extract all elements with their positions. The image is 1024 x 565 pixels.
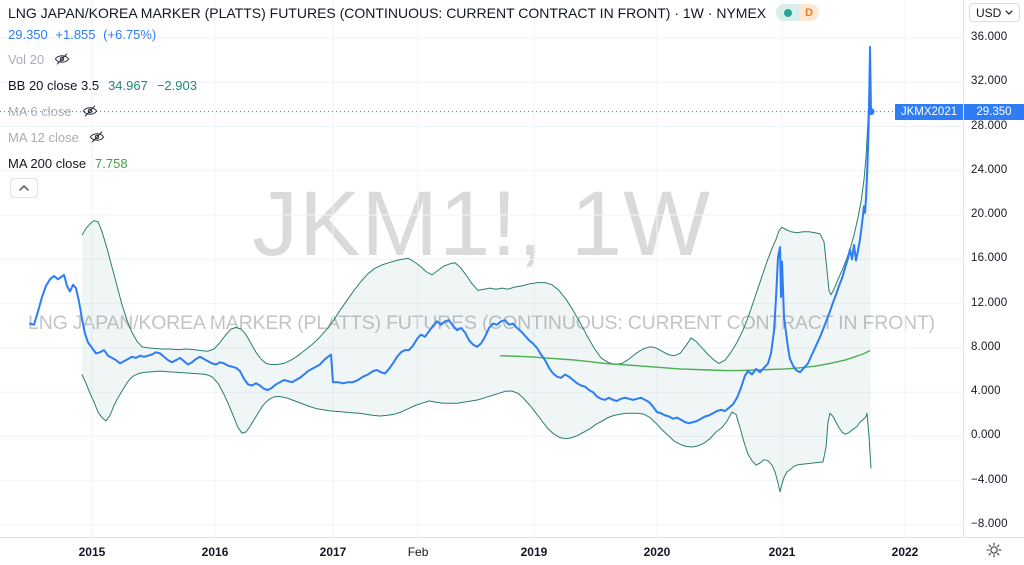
indicator-row[interactable]: BB 20 close 3.5 34.967 −2.903 (8, 72, 197, 98)
y-axis-label: 32.000 (971, 75, 1008, 88)
hidden-eye-icon[interactable] (82, 104, 98, 118)
price-change: +1.855 (55, 27, 96, 42)
chevron-up-icon (19, 185, 29, 191)
contract-label: JKMX2021 (895, 103, 963, 120)
indicator-value: 34.967 (108, 77, 148, 93)
collapse-legend-button[interactable] (10, 178, 38, 198)
hidden-eye-icon[interactable] (89, 130, 105, 144)
indicator-label: BB 20 close 3.5 (8, 77, 100, 93)
time-axis[interactable]: 2015 2016 2017 Feb 2019 2020 2021 2022 (0, 537, 1024, 565)
last-price-axis-label: 29.350 (964, 103, 1024, 120)
last-price-dot (867, 108, 875, 116)
realtime-dot-segment (776, 4, 800, 21)
y-axis-label: 0.000 (971, 429, 1001, 442)
y-axis-label: 20.000 (971, 208, 1008, 221)
y-axis-label: −8.000 (971, 517, 1008, 530)
chevron-down-icon (1005, 10, 1013, 15)
x-axis-label: 2019 (520, 545, 548, 559)
delayed-data-badge: D (799, 4, 820, 21)
symbol-title-text: LNG JAPAN/KOREA MARKER (PLATTS) FUTURES … (8, 4, 767, 21)
ma200-line (499, 349, 871, 372)
x-axis-label: 2020 (643, 545, 671, 559)
x-axis-label: 2015 (78, 545, 106, 559)
x-axis-label: 2017 (319, 545, 347, 559)
indicator-row[interactable]: MA 6 close (8, 98, 197, 124)
indicator-row[interactable]: MA 12 close (8, 124, 197, 150)
bollinger-band-fill (82, 49, 871, 492)
last-price-row: 29.350 +1.855 (+6.75%) (8, 27, 160, 42)
gear-icon (986, 542, 1002, 558)
y-axis-label: 28.000 (971, 119, 1008, 132)
currency-button[interactable]: USD (969, 3, 1021, 22)
y-axis-label: −4.000 (971, 473, 1008, 486)
last-price: 29.350 (8, 27, 48, 42)
indicator-label: MA 200 close (8, 155, 87, 171)
price-axis[interactable]: 36.000 32.000 28.000 24.000 20.000 16.000 12.0… (963, 0, 1024, 537)
gridlines (0, 0, 963, 537)
axis-settings-button[interactable] (985, 541, 1003, 559)
y-axis-label: 4.000 (971, 385, 1001, 398)
y-axis-label: 16.000 (971, 252, 1008, 265)
y-axis-label: 8.000 (971, 340, 1001, 353)
indicator-value: 7.758 (95, 155, 128, 171)
price-change-percent: (+6.75%) (103, 27, 157, 42)
y-axis-label: 12.000 (971, 296, 1008, 309)
y-axis-label: 36.000 (971, 31, 1008, 43)
realtime-dot-icon (783, 8, 792, 17)
currency-label: USD (976, 5, 1002, 20)
indicator-list: Vol 20 BB 20 close 3.5 34.967 −2.903 MA 6 c… (8, 46, 197, 176)
x-axis-label: Feb (407, 545, 429, 559)
market-status-badge[interactable]: D (776, 4, 820, 21)
indicator-value: −2.903 (156, 77, 197, 93)
hidden-eye-icon[interactable] (54, 52, 70, 66)
indicator-label: MA 12 close (8, 129, 79, 145)
indicator-label: MA 6 close (8, 103, 72, 119)
x-axis-label: 2022 (891, 545, 919, 559)
price-chart[interactable] (0, 0, 963, 537)
symbol-title[interactable]: LNG JAPAN/KOREA MARKER (PLATTS) FUTURES … (8, 4, 820, 21)
indicator-row[interactable]: MA 200 close 7.758 (8, 150, 197, 176)
y-axis-label: 24.000 (971, 163, 1008, 176)
bollinger-lower-line (81, 370, 872, 493)
x-axis-label: 2021 (768, 545, 796, 559)
indicator-row[interactable]: Vol 20 (8, 46, 197, 72)
x-axis-label: 2016 (201, 545, 229, 559)
bollinger-upper-line (81, 49, 871, 365)
price-line (29, 45, 872, 425)
indicator-label: Vol 20 (8, 51, 45, 67)
